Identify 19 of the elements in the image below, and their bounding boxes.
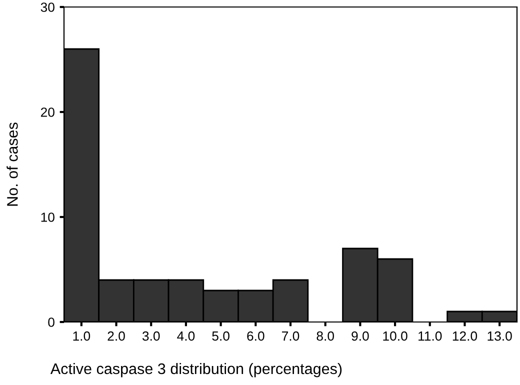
x-tick-label: 4.0 [177, 331, 195, 341]
x-tick-label: 12.0 [452, 331, 478, 341]
x-tick-label: 11.0 [418, 331, 442, 341]
x-tick-label: 2.0 [108, 331, 125, 341]
y-tick-label: 0 [48, 318, 54, 327]
x-tick-label: 10.0 [383, 331, 408, 341]
y-axis-title: No. of cases [6, 122, 18, 206]
x-tick-label: 8.0 [316, 331, 334, 341]
x-tick-label: 5.0 [212, 331, 230, 341]
y-tick-label: 30 [40, 2, 54, 12]
y-tick-label: 10 [41, 212, 54, 222]
x-tick-label: 9.0 [352, 331, 369, 341]
x-axis-title: Active caspase 3 distribution (percentages) [50, 362, 342, 378]
x-tick-label: 7.0 [282, 331, 300, 341]
x-tick-label: 6.0 [247, 331, 264, 341]
y-tick-label: 20 [40, 108, 54, 117]
x-tick-label: 13.0 [488, 331, 512, 341]
x-tick-label: 1.0 [73, 331, 90, 341]
x-tick-label: 3.0 [142, 331, 160, 341]
